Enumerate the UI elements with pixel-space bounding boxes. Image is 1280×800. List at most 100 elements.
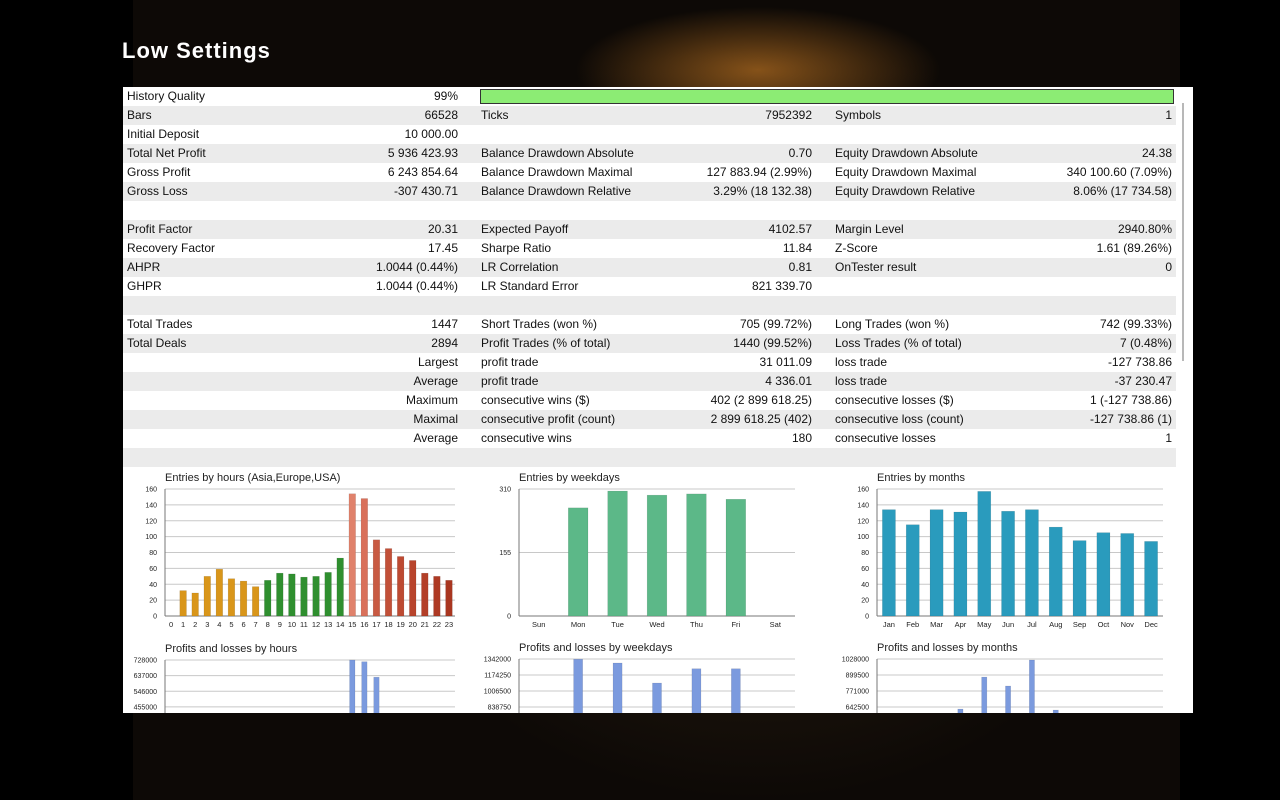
x-tick-label: 19 <box>396 620 404 629</box>
y-tick-label: 120 <box>857 518 869 525</box>
cell-value: Maximum <box>405 393 458 407</box>
cell-label: Total Trades <box>127 317 193 331</box>
cell-label: consecutive losses ($) <box>835 393 954 407</box>
y-tick-label: 546000 <box>134 689 157 696</box>
y-tick-label: 160 <box>145 487 157 494</box>
y-tick-label: 1028000 <box>842 657 869 664</box>
cell-value: 821 339.70 <box>751 279 812 293</box>
table-row: AHPR 1.0044 (0.44%) LR Correlation 0.81 OnTe… <box>123 258 1176 277</box>
cell-value: 1.0044 (0.44%) <box>375 279 458 293</box>
cell-label: Short Trades (won %) <box>481 317 598 331</box>
bar <box>957 708 964 713</box>
bar <box>686 493 707 617</box>
chart-title: Entries by months <box>877 472 966 484</box>
y-tick-label: 120 <box>145 518 157 525</box>
table-row: Maximum consecutive wins ($) 402 (2 899 61… <box>123 391 1176 410</box>
y-tick-label: 140 <box>857 502 869 509</box>
cell-label: loss trade <box>835 374 888 388</box>
x-tick-label: 9 <box>278 620 282 629</box>
x-tick-label: Wed <box>649 620 664 629</box>
cell-label: loss trade <box>835 355 888 369</box>
bar <box>612 662 623 713</box>
cell-value: 11.84 <box>782 241 812 255</box>
y-tick-label: 0 <box>507 614 511 621</box>
cell-value: 4 336.01 <box>765 374 812 388</box>
cell-label: Balance Drawdown Relative <box>481 184 632 198</box>
y-tick-label: 80 <box>149 550 157 557</box>
bar <box>652 682 662 713</box>
cell-value: 180 <box>791 431 812 445</box>
bar <box>372 539 381 617</box>
cell-label: Equity Drawdown Relative <box>835 184 976 198</box>
bar <box>276 572 284 617</box>
cell-value: 24.38 <box>1141 146 1172 160</box>
bar <box>421 572 429 617</box>
cell-value: 1.0044 (0.44%) <box>375 260 458 274</box>
cell-value: -127 738.86 <box>1107 355 1172 369</box>
bar <box>179 590 187 617</box>
cell-value: 5 936 423.93 <box>387 146 458 160</box>
cell-label: Profit Trades (% of total) <box>481 336 611 350</box>
bar <box>1001 510 1015 617</box>
x-tick-label: Jan <box>883 620 895 629</box>
cell-value: 7952392 <box>765 108 812 122</box>
table-row <box>123 201 1176 220</box>
x-tick-label: Mar <box>930 620 943 629</box>
cell-label: LR Standard Error <box>481 279 579 293</box>
x-tick-label: Aug <box>1049 620 1062 629</box>
x-tick-label: 3 <box>205 620 209 629</box>
bar <box>573 658 583 713</box>
y-tick-label: 60 <box>149 566 157 573</box>
cell-label: consecutive wins ($) <box>481 393 590 407</box>
bar <box>981 676 988 713</box>
y-tick-label: 838750 <box>488 705 511 712</box>
cell-value: 127 883.94 (2.99%) <box>706 165 812 179</box>
bar <box>882 509 896 617</box>
cell-value: 1447 <box>431 317 458 331</box>
x-tick-label: 22 <box>433 620 441 629</box>
cell-value: 66528 <box>424 108 458 122</box>
bar <box>1029 659 1035 713</box>
cell-value: 31 011.09 <box>759 355 813 369</box>
bar <box>409 560 417 617</box>
table-row: Total Net Profit 5 936 423.93 Balance Draw… <box>123 144 1176 163</box>
y-tick-label: 0 <box>865 614 869 621</box>
cell-label: Initial Deposit <box>127 127 200 141</box>
bar <box>433 576 441 617</box>
cell-label: GHPR <box>127 279 162 293</box>
y-tick-label: 60 <box>861 566 869 573</box>
bar <box>227 578 236 617</box>
cell-value: 0 <box>1165 260 1172 274</box>
page-title: Low Settings <box>122 38 271 63</box>
x-tick-label: 16 <box>360 620 368 629</box>
table-row: Largest profit trade 31 011.09 loss trade -1… <box>123 353 1176 372</box>
cell-value: 1 <box>1165 108 1172 122</box>
cell-value: 20.31 <box>427 222 458 236</box>
cell-label: Gross Loss <box>127 184 188 198</box>
cell-value: 742 (99.33%) <box>1099 317 1172 331</box>
cell-label: consecutive losses <box>835 431 936 445</box>
cell-value: 10 000.00 <box>404 127 458 141</box>
x-tick-label: Tue <box>611 620 624 629</box>
cell-label: Profit Factor <box>127 222 193 236</box>
x-tick-label: May <box>977 620 991 629</box>
cell-value: Largest <box>417 355 458 369</box>
x-tick-label: Sun <box>532 620 545 629</box>
table-row: Maximal consecutive profit (count) 2 899 6… <box>123 410 1176 429</box>
x-tick-label: 12 <box>312 620 320 629</box>
cell-label: OnTester result <box>835 260 917 274</box>
bar <box>905 524 920 617</box>
cell-label: Total Net Profit <box>127 146 206 160</box>
cell-value: 705 (99.72%) <box>739 317 812 331</box>
cell-value: 2 899 618.25 (402) <box>710 412 812 426</box>
x-tick-label: Sat <box>770 620 782 629</box>
scrollbar[interactable] <box>1182 103 1184 361</box>
x-tick-label: 10 <box>288 620 296 629</box>
bar <box>373 676 380 713</box>
bar <box>324 572 332 617</box>
cell-value: 0.70 <box>788 146 812 160</box>
cell-value: -307 430.71 <box>393 184 458 198</box>
x-tick-label: Thu <box>690 620 703 629</box>
cell-label: consecutive profit (count) <box>481 412 616 426</box>
